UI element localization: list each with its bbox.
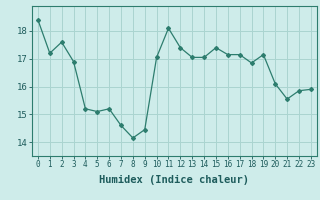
X-axis label: Humidex (Indice chaleur): Humidex (Indice chaleur) <box>100 175 249 185</box>
